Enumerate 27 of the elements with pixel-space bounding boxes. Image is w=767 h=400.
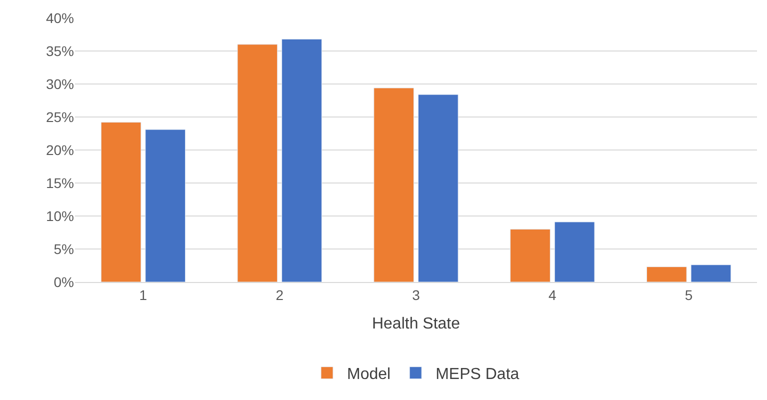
y-tick-label: 10%	[46, 208, 74, 224]
bar	[418, 94, 458, 282]
bar	[237, 44, 278, 282]
y-tick-label: 20%	[46, 142, 74, 158]
legend-label: MEPS Data	[436, 366, 520, 384]
x-tick-label: 3	[412, 286, 420, 303]
bar	[100, 122, 142, 282]
bar	[374, 88, 414, 282]
y-tick-label: 40%	[46, 10, 74, 26]
legend-label: Model	[347, 366, 391, 384]
x-tick-label: 5	[684, 286, 693, 303]
y-tick-label: 5%	[54, 240, 74, 257]
y-tick-label: 30%	[46, 76, 74, 92]
y-tick-label: 35%	[46, 42, 74, 59]
bar	[510, 228, 550, 282]
y-tick-label: 15%	[46, 174, 74, 191]
bar	[554, 222, 595, 282]
bar	[690, 264, 732, 282]
x-axis-title: Health State	[372, 316, 460, 332]
x-tick-label: 1	[139, 286, 148, 303]
bar	[282, 38, 322, 282]
y-tick-label: 0%	[54, 274, 74, 290]
bar	[646, 266, 687, 282]
y-tick-label: 25%	[46, 108, 74, 125]
x-tick-label: 2	[276, 286, 284, 303]
bar	[145, 129, 186, 282]
x-tick-label: 4	[548, 286, 556, 303]
